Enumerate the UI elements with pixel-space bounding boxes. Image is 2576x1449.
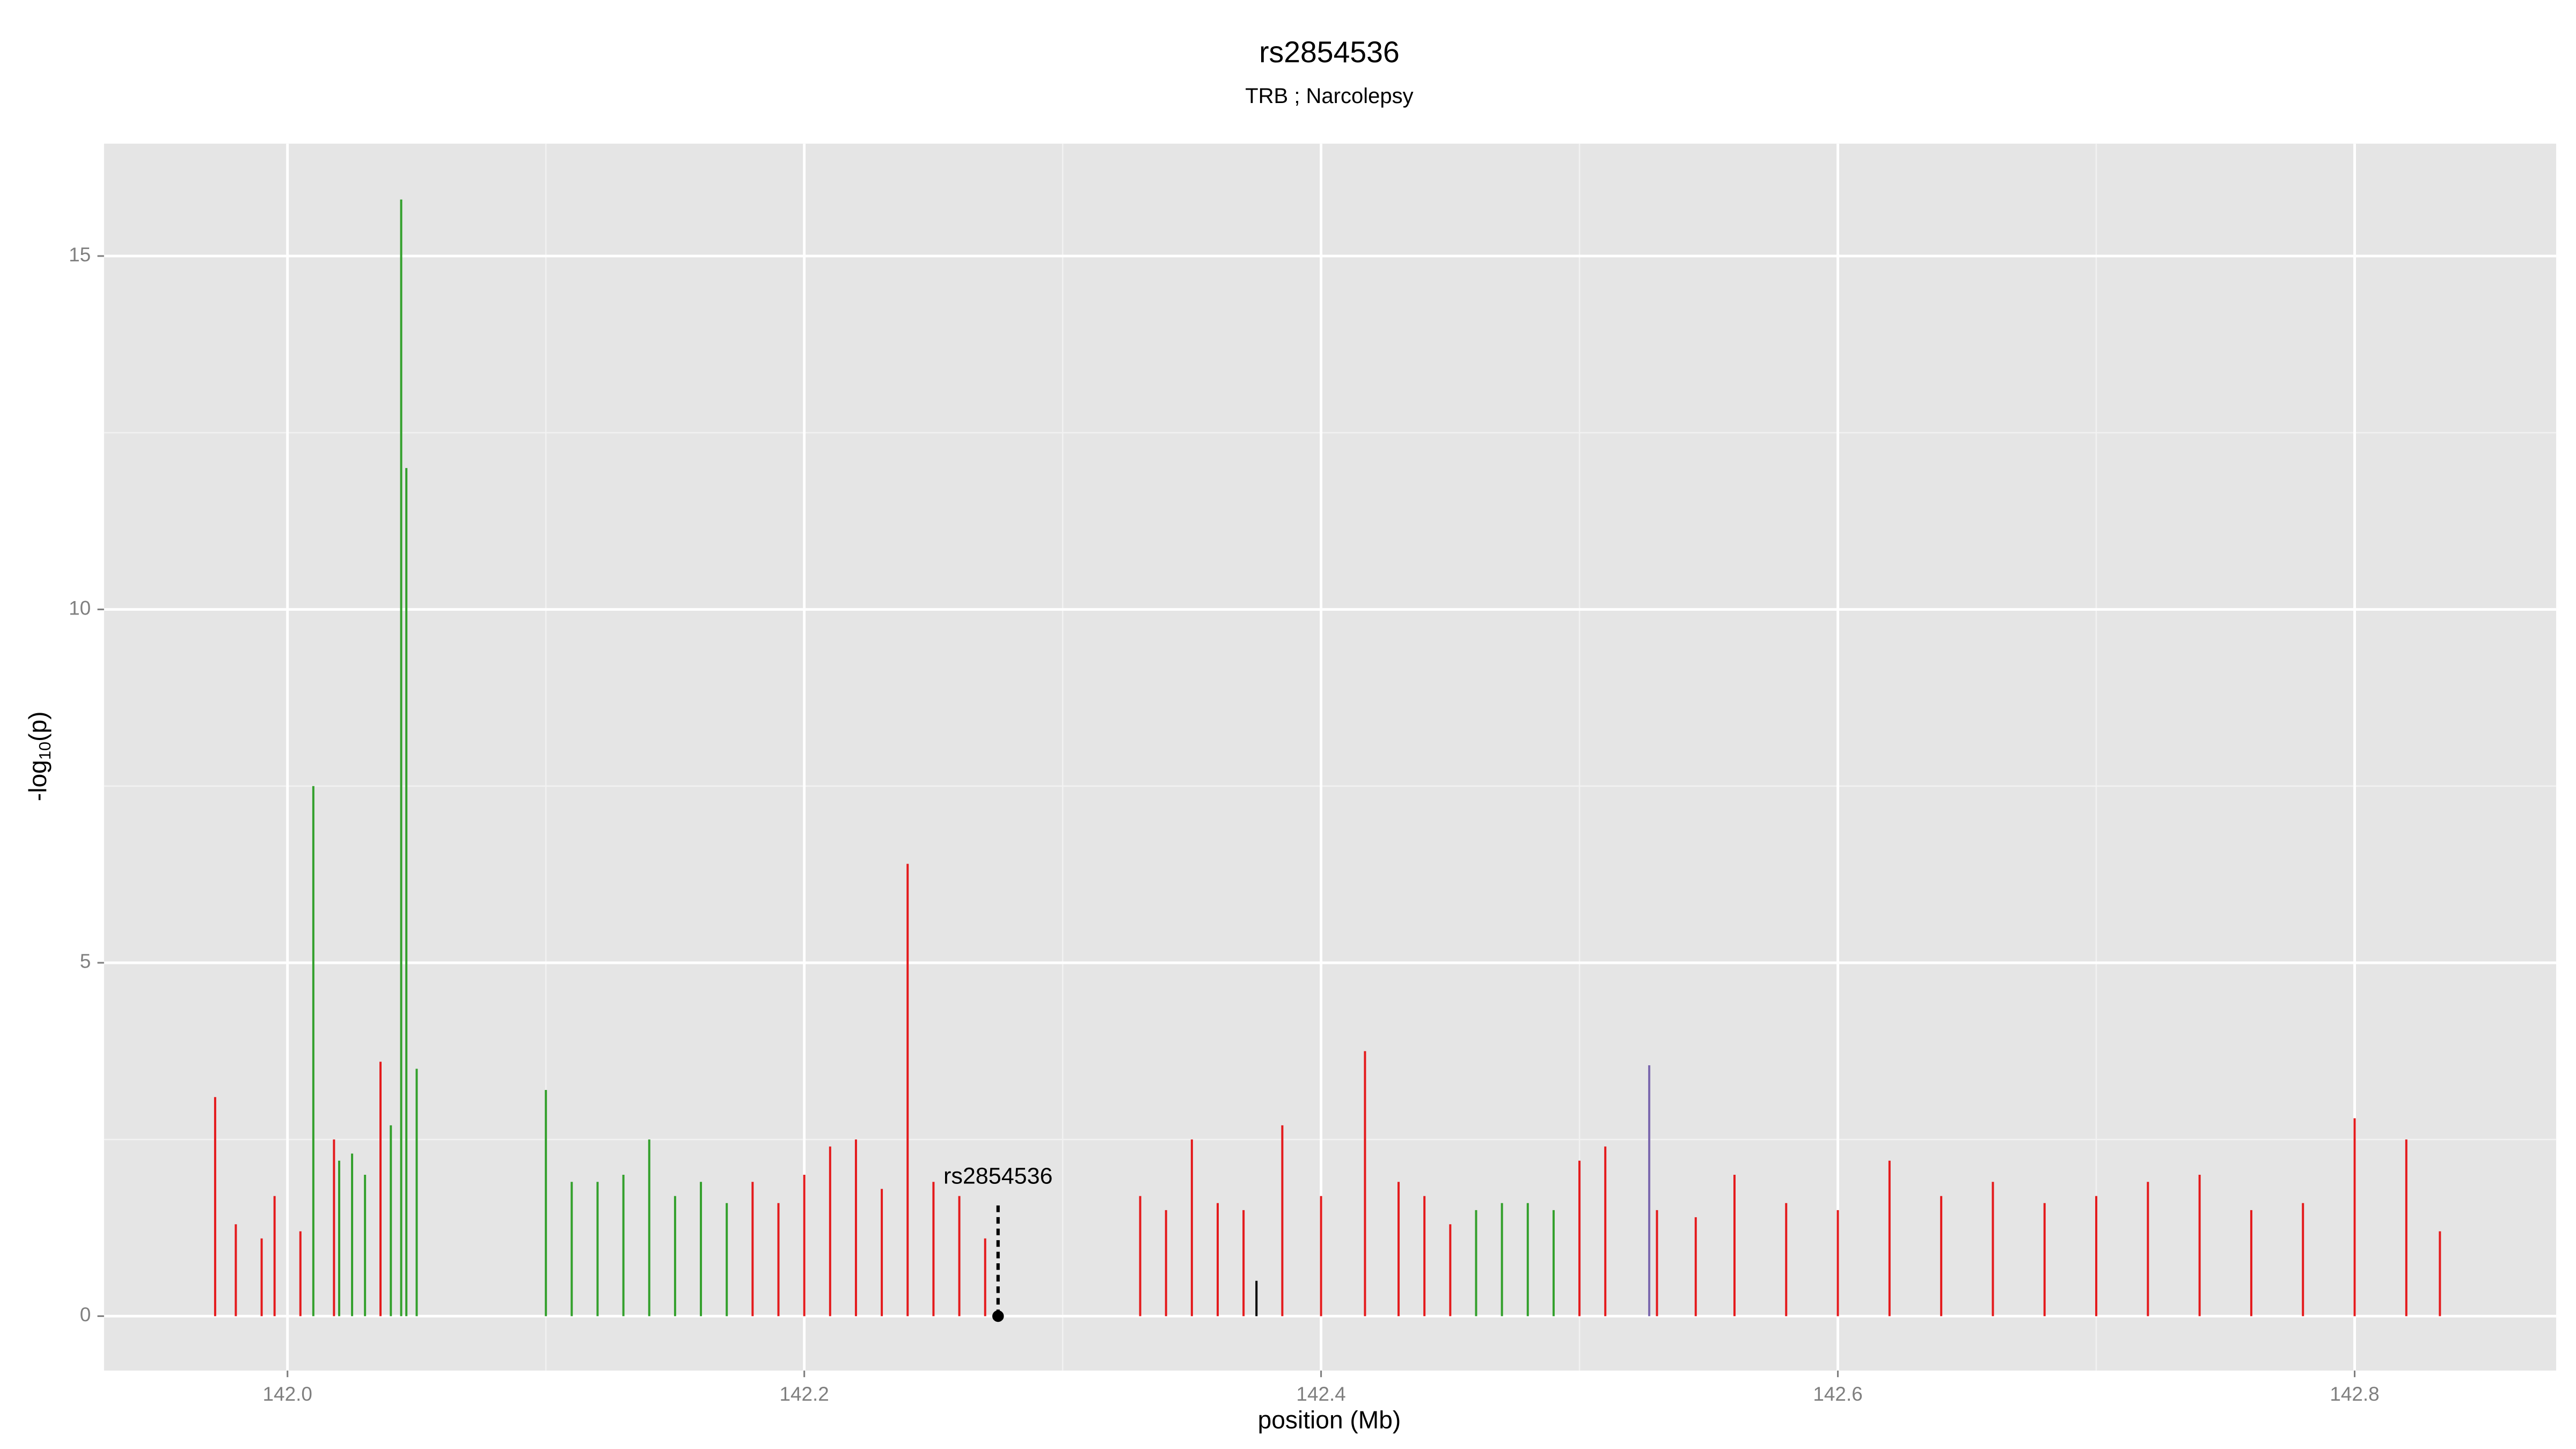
annotation-label: rs2854536 bbox=[943, 1163, 1053, 1189]
x-tick-label: 142.8 bbox=[2330, 1383, 2379, 1405]
y-label-part: (p) bbox=[24, 711, 52, 741]
y-label-part: -log bbox=[24, 760, 52, 801]
y-tick-label: 10 bbox=[69, 597, 91, 619]
x-axis-label: position (Mb) bbox=[1258, 1406, 1401, 1433]
x-tick-label: 142.0 bbox=[263, 1383, 312, 1405]
x-tick-label: 142.2 bbox=[779, 1383, 829, 1405]
x-tick-label: 142.4 bbox=[1296, 1383, 1345, 1405]
annotation-point bbox=[992, 1310, 1004, 1322]
y-tick-label: 0 bbox=[80, 1304, 91, 1326]
y-axis-label: -log10(p) bbox=[24, 711, 54, 801]
chart-title: rs2854536 bbox=[1259, 35, 1400, 69]
y-tick-label: 15 bbox=[69, 244, 91, 266]
x-tick-label: 142.6 bbox=[1813, 1383, 1862, 1405]
y-label-subscript: 10 bbox=[35, 742, 54, 760]
y-tick-label: 5 bbox=[80, 950, 91, 972]
plot-panel bbox=[104, 143, 2557, 1371]
chart-subtitle: TRB ; Narcolepsy bbox=[1245, 84, 1413, 108]
